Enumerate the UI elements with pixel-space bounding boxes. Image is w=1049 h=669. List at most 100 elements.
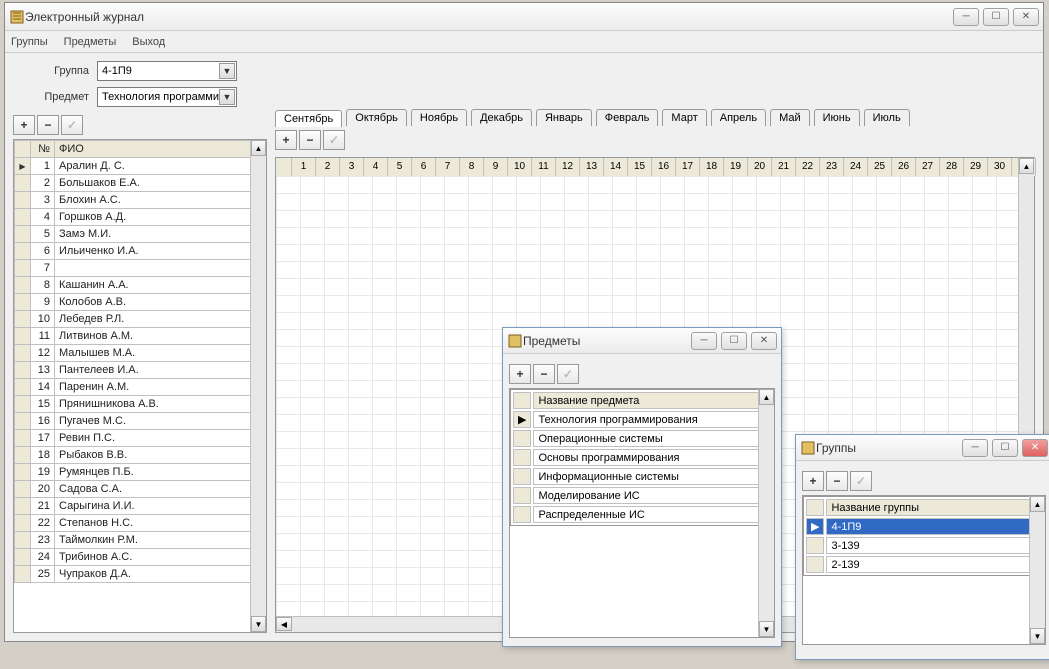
cal-day-header[interactable]: 13 [580,158,604,176]
tab-month[interactable]: Октябрь [346,109,407,126]
table-row[interactable]: 25Чупраков Д.А. [15,566,266,583]
col-fio[interactable]: ФИО [55,141,266,158]
chevron-down-icon[interactable]: ▼ [219,63,235,79]
table-row[interactable]: 23Таймолкин Р.М. [15,532,266,549]
table-row[interactable]: 16Пугачев М.С. [15,413,266,430]
table-row[interactable]: 18Рыбаков В.В. [15,447,266,464]
table-row[interactable]: 11Литвинов А.М. [15,328,266,345]
table-row[interactable]: 9Колобов А.В. [15,294,266,311]
cal-day-header[interactable]: 23 [820,158,844,176]
cal-day-header[interactable]: 24 [844,158,868,176]
tab-month[interactable]: Январь [536,109,592,126]
tab-month[interactable]: Декабрь [471,109,532,126]
students-scrollbar[interactable]: ▲ ▼ [250,140,266,632]
maximize-button[interactable]: ☐ [983,8,1009,26]
table-row[interactable]: 14Паренин А.М. [15,379,266,396]
close-button[interactable]: ✕ [1013,8,1039,26]
subjects-titlebar[interactable]: Предметы ─ ☐ ✕ [503,328,781,354]
cal-day-header[interactable]: 1 [292,158,316,176]
table-row[interactable]: 21Сарыгина И.И. [15,498,266,515]
menu-subjects[interactable]: Предметы [64,36,117,48]
scroll-down-icon[interactable]: ▼ [251,616,266,632]
cal-day-header[interactable]: 29 [964,158,988,176]
table-row[interactable]: 12Малышев М.А. [15,345,266,362]
remove-button[interactable]: − [826,471,848,491]
table-row[interactable]: 1Аралин Д. С. [15,158,266,175]
table-row[interactable]: 3Блохин А.С. [15,192,266,209]
tab-month[interactable]: Июнь [814,109,860,126]
students-grid[interactable]: №ФИО1Аралин Д. С.2Большаков Е.А.3Блохин … [13,139,267,633]
edit-button[interactable]: ✓ [850,471,872,491]
edit-button[interactable]: ✓ [557,364,579,384]
cal-day-header[interactable]: 6 [412,158,436,176]
table-row[interactable]: 17Ревин П.С. [15,430,266,447]
cal-day-header[interactable]: 26 [892,158,916,176]
maximize-button[interactable]: ☐ [721,332,747,350]
tab-month[interactable]: Март [662,109,706,126]
groups-grid[interactable]: Название группы▶4-1П93-1392-139 [803,496,1045,576]
cal-day-header[interactable]: 21 [772,158,796,176]
table-row[interactable]: ▶Технология программирования [513,411,771,428]
remove-button[interactable]: − [299,130,321,150]
table-row[interactable]: Информационные системы [513,468,771,485]
scroll-up-icon[interactable]: ▲ [1030,496,1045,512]
cal-day-header[interactable]: 27 [916,158,940,176]
tab-month[interactable]: Февраль [596,109,659,126]
add-button[interactable]: + [13,115,35,135]
cal-day-header[interactable]: 18 [700,158,724,176]
cal-day-header[interactable]: 3 [340,158,364,176]
maximize-button[interactable]: ☐ [992,439,1018,457]
table-row[interactable]: Моделирование ИС [513,487,771,504]
cal-day-header[interactable]: 7 [436,158,460,176]
table-row[interactable]: 10Лебедев Р.Л. [15,311,266,328]
minimize-button[interactable]: ─ [953,8,979,26]
table-row[interactable]: 8Кашанин А.А. [15,277,266,294]
minimize-button[interactable]: ─ [962,439,988,457]
cal-day-header[interactable]: 15 [628,158,652,176]
cal-day-header[interactable]: 12 [556,158,580,176]
cal-day-header[interactable]: 16 [652,158,676,176]
col-num[interactable]: № [31,141,55,158]
tab-month[interactable]: Июль [864,109,910,126]
table-row[interactable]: 20Садова С.А. [15,481,266,498]
scroll-left-icon[interactable]: ◀ [276,617,292,631]
scroll-up-icon[interactable]: ▲ [1019,158,1034,174]
cal-day-header[interactable]: 20 [748,158,772,176]
add-button[interactable]: + [509,364,531,384]
edit-button[interactable]: ✓ [323,130,345,150]
cal-day-header[interactable]: 10 [508,158,532,176]
tab-month[interactable]: Май [770,109,810,126]
scroll-down-icon[interactable]: ▼ [1030,628,1045,644]
groups-titlebar[interactable]: Группы ─ ☐ ✕ [796,435,1049,461]
cal-day-header[interactable]: 17 [676,158,700,176]
table-row[interactable]: 2Большаков Е.А. [15,175,266,192]
table-row[interactable]: 19Румянцев П.Б. [15,464,266,481]
tab-month[interactable]: Апрель [711,109,766,126]
main-titlebar[interactable]: Электронный журнал ─ ☐ ✕ [5,3,1043,31]
table-row[interactable]: Основы программирования [513,449,771,466]
cal-day-header[interactable]: 25 [868,158,892,176]
cal-day-header[interactable]: 28 [940,158,964,176]
table-row[interactable]: 7 [15,260,266,277]
menu-exit[interactable]: Выход [132,36,165,48]
subjects-scrollbar[interactable]: ▲ ▼ [758,389,774,637]
cal-day-header[interactable]: 8 [460,158,484,176]
close-button[interactable]: ✕ [1022,439,1048,457]
cal-day-header[interactable]: 4 [364,158,388,176]
table-row[interactable]: 3-139 [806,537,1042,554]
remove-button[interactable]: − [37,115,59,135]
menu-groups[interactable]: Группы [11,36,48,48]
table-row[interactable]: 24Трибинов А.С. [15,549,266,566]
chevron-down-icon[interactable]: ▼ [219,89,235,105]
scroll-up-icon[interactable]: ▲ [251,140,266,156]
table-row[interactable]: 6Ильиченко И.А. [15,243,266,260]
close-button[interactable]: ✕ [751,332,777,350]
tab-month[interactable]: Сентябрь [275,110,342,127]
table-row[interactable]: 2-139 [806,556,1042,573]
cal-day-header[interactable]: 19 [724,158,748,176]
table-row[interactable]: Операционные системы [513,430,771,447]
cal-day-header[interactable]: 30 [988,158,1012,176]
table-row[interactable]: 5Замэ М.И. [15,226,266,243]
subjects-grid[interactable]: Название предмета▶Технология программиро… [510,389,774,526]
cal-day-header[interactable]: 22 [796,158,820,176]
